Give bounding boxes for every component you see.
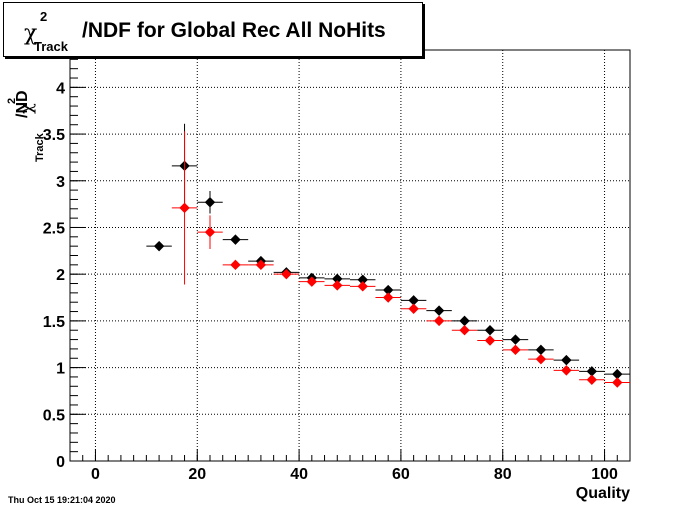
data-point — [153, 240, 165, 252]
y-tick-label: 2.5 — [43, 220, 65, 237]
data-point — [281, 268, 292, 280]
data-point — [408, 303, 419, 314]
x-tick-label: 20 — [188, 466, 206, 483]
ylabel-subscript: Track — [34, 133, 46, 162]
data-point — [535, 353, 547, 365]
data-point — [484, 335, 496, 346]
data-point — [459, 325, 470, 336]
y-tick-label: 1 — [56, 361, 65, 378]
series-2 — [171, 131, 630, 388]
data-point — [612, 368, 623, 380]
data-point — [204, 197, 216, 208]
ylabel-text: /ND — [14, 90, 31, 118]
tick-layer — [69, 49, 631, 462]
chart-title: χ 2 Track /NDF for Global Rec All NoHits — [3, 2, 423, 57]
timestamp: Thu Oct 15 19:21:04 2020 — [8, 495, 116, 505]
data-point — [230, 259, 241, 271]
data-point — [255, 259, 267, 271]
y-tick-label: 0.5 — [43, 407, 65, 424]
data-point — [561, 354, 572, 366]
data-point — [204, 226, 216, 238]
data-point — [535, 344, 547, 356]
x-tick-label: 0 — [91, 466, 100, 483]
series-1 — [146, 123, 630, 380]
data-point — [586, 366, 598, 377]
y-tick-label: 3 — [56, 174, 65, 191]
data-point — [408, 295, 419, 306]
data-layer — [146, 123, 630, 388]
data-point — [357, 281, 368, 292]
data-point — [433, 305, 445, 316]
x-tick-label: 80 — [494, 466, 512, 483]
data-point — [306, 276, 318, 287]
data-point — [561, 365, 572, 376]
y-tick-label: 3.5 — [43, 127, 65, 144]
title-chi: χ — [24, 21, 38, 46]
data-point — [510, 344, 521, 356]
y-tick-label: 4 — [56, 80, 65, 97]
data-point — [382, 292, 394, 303]
data-point — [179, 202, 190, 214]
data-point — [433, 315, 445, 327]
x-tick-label: 60 — [392, 466, 410, 483]
x-tick-label: 100 — [591, 466, 618, 483]
data-point — [332, 280, 343, 291]
grid-layer — [70, 50, 630, 462]
data-point — [459, 315, 470, 327]
title-subscript: Track — [34, 39, 68, 54]
data-point — [510, 334, 521, 345]
y-tick-label: 2 — [56, 267, 65, 284]
data-point — [484, 325, 496, 336]
x-tick-label: 40 — [290, 466, 308, 483]
x-axis-label: Quality — [575, 485, 630, 502]
y-tick-label: 1.5 — [43, 314, 65, 331]
title-superscript: 2 — [40, 9, 48, 24]
data-point — [230, 234, 241, 245]
plot-frame — [69, 49, 631, 462]
y-axis-label: Track χ 2 /ND — [6, 60, 48, 170]
data-point — [586, 374, 598, 385]
data-point — [612, 377, 623, 388]
title-text: /NDF for Global Rec All NoHits — [82, 19, 386, 42]
y-tick-label: 0 — [56, 454, 65, 471]
tick-label-layer: 0 20 40 60 80 100 0 0.5 1 1.5 2 2.5 3 3.5 4 — [43, 80, 618, 483]
